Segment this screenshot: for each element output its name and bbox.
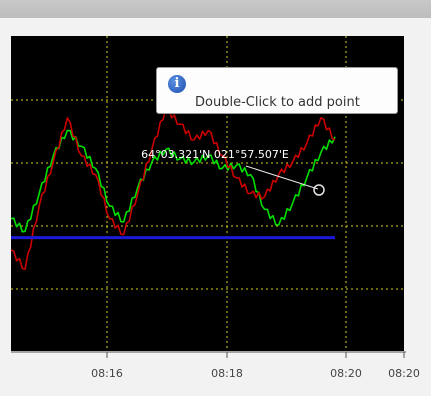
series-line-0: [10, 129, 336, 233]
cursor-leader-line: [245, 165, 319, 190]
x-tick-label-1: 08:18: [211, 367, 243, 380]
cursor-marker: [313, 184, 325, 196]
info-tooltip: i Double-Click to add point: [156, 67, 398, 114]
x-tick-label-2: 08:20: [330, 367, 362, 380]
x-tick-label-0: 08:16: [91, 367, 123, 380]
info-icon: i: [168, 75, 186, 93]
window-titlebar: [0, 0, 431, 18]
x-tick-label-3: 08:20: [388, 367, 420, 380]
series-line-1: [10, 107, 336, 270]
cursor-coordinate-label: 64°03.321'N 021°57.507'E: [141, 148, 289, 161]
tooltip-text: Double-Click to add point: [195, 95, 360, 110]
